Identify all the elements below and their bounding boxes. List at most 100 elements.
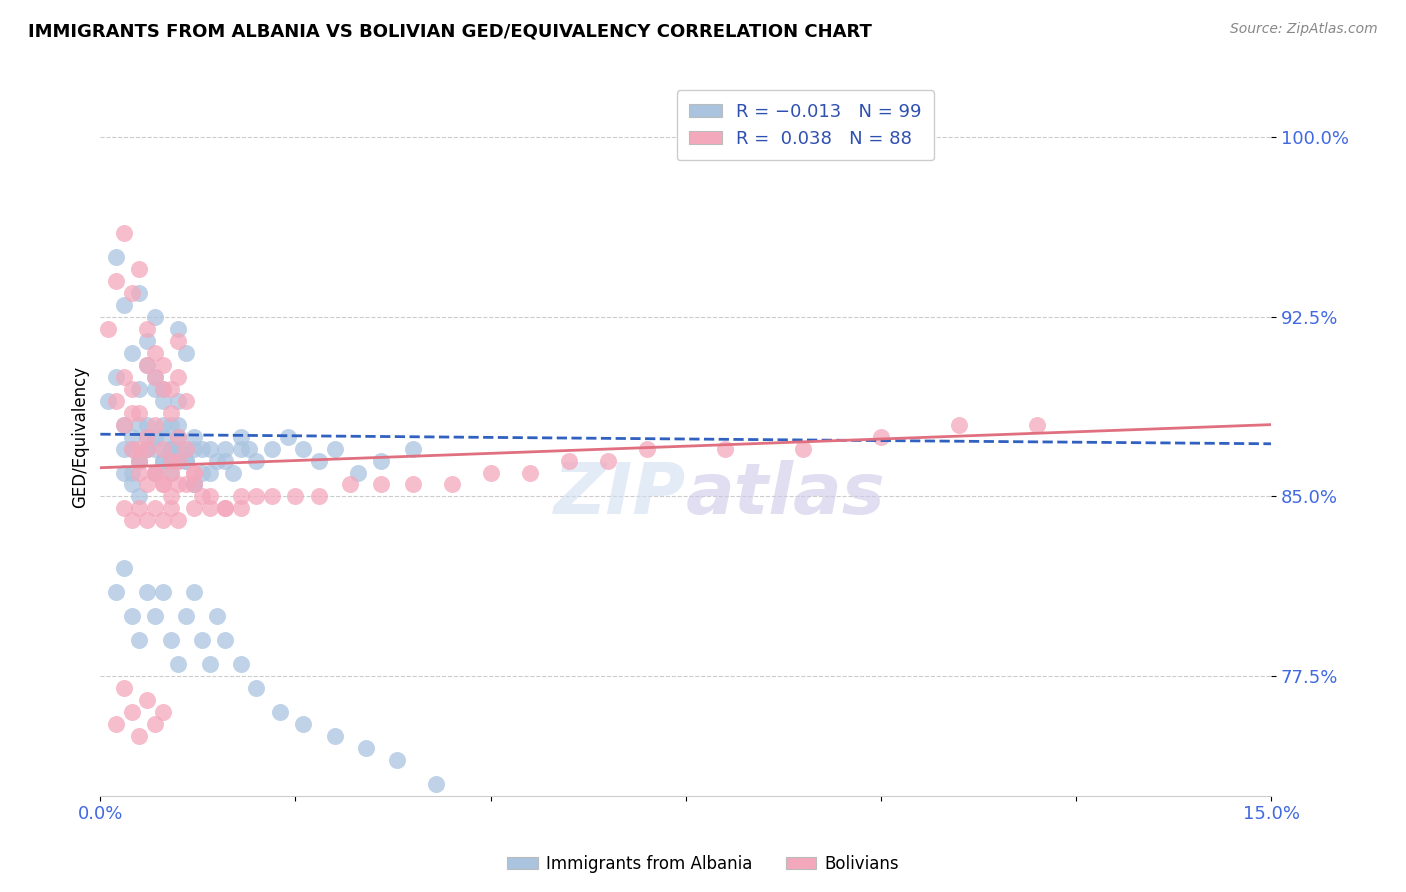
Point: [143, 369, 166, 384]
Point: [245, 453, 267, 467]
Point: [136, 585, 159, 599]
Point: [136, 358, 159, 372]
Point: [214, 501, 236, 516]
Point: [174, 442, 197, 456]
Point: [214, 442, 236, 456]
Point: [167, 513, 190, 527]
Point: [167, 417, 190, 432]
Point: [128, 729, 150, 743]
Point: [948, 417, 970, 432]
Point: [152, 429, 174, 443]
Point: [167, 453, 190, 467]
Point: [112, 226, 135, 240]
Point: [308, 490, 330, 504]
Point: [167, 477, 190, 491]
Point: [245, 490, 267, 504]
Point: [143, 429, 166, 443]
Point: [112, 369, 135, 384]
Point: [128, 442, 150, 456]
Point: [191, 633, 214, 648]
Point: [214, 501, 236, 516]
Point: [269, 705, 291, 719]
Point: [869, 429, 891, 443]
Point: [159, 442, 181, 456]
Point: [121, 285, 143, 300]
Point: [112, 561, 135, 575]
Point: [207, 609, 229, 624]
Point: [128, 417, 150, 432]
Point: [121, 382, 143, 396]
Point: [479, 466, 502, 480]
Point: [174, 346, 197, 360]
Point: [136, 429, 159, 443]
Point: [308, 453, 330, 467]
Point: [174, 453, 197, 467]
Point: [167, 393, 190, 408]
Point: [229, 657, 252, 671]
Point: [143, 501, 166, 516]
Point: [143, 466, 166, 480]
Point: [159, 466, 181, 480]
Point: [214, 453, 236, 467]
Point: [167, 657, 190, 671]
Point: [128, 501, 150, 516]
Point: [112, 417, 135, 432]
Point: [260, 442, 283, 456]
Point: [214, 633, 236, 648]
Point: [128, 285, 150, 300]
Point: [292, 717, 315, 731]
Point: [191, 466, 214, 480]
Point: [292, 442, 315, 456]
Point: [159, 382, 181, 396]
Text: Source: ZipAtlas.com: Source: ZipAtlas.com: [1230, 22, 1378, 37]
Point: [143, 717, 166, 731]
Point: [284, 490, 307, 504]
Point: [323, 442, 346, 456]
Point: [136, 442, 159, 456]
Point: [143, 310, 166, 324]
Point: [152, 382, 174, 396]
Point: [222, 466, 245, 480]
Point: [191, 490, 214, 504]
Point: [136, 358, 159, 372]
Point: [183, 442, 205, 456]
Point: [159, 466, 181, 480]
Point: [128, 466, 150, 480]
Text: atlas: atlas: [686, 459, 886, 529]
Point: [174, 393, 197, 408]
Point: [159, 442, 181, 456]
Point: [128, 453, 150, 467]
Point: [207, 453, 229, 467]
Point: [121, 609, 143, 624]
Point: [143, 382, 166, 396]
Point: [167, 442, 190, 456]
Point: [713, 442, 735, 456]
Point: [152, 442, 174, 456]
Point: [97, 322, 120, 336]
Point: [425, 777, 447, 791]
Point: [104, 250, 127, 264]
Point: [229, 442, 252, 456]
Point: [159, 633, 181, 648]
Point: [183, 477, 205, 491]
Point: [167, 334, 190, 348]
Point: [440, 477, 463, 491]
Point: [260, 490, 283, 504]
Point: [121, 346, 143, 360]
Point: [174, 609, 197, 624]
Point: [112, 501, 135, 516]
Point: [152, 358, 174, 372]
Point: [121, 429, 143, 443]
Point: [136, 429, 159, 443]
Point: [143, 369, 166, 384]
Point: [112, 417, 135, 432]
Point: [136, 417, 159, 432]
Point: [174, 477, 197, 491]
Point: [112, 681, 135, 695]
Point: [636, 442, 658, 456]
Point: [152, 477, 174, 491]
Point: [354, 740, 377, 755]
Point: [229, 501, 252, 516]
Point: [121, 442, 143, 456]
Point: [136, 442, 159, 456]
